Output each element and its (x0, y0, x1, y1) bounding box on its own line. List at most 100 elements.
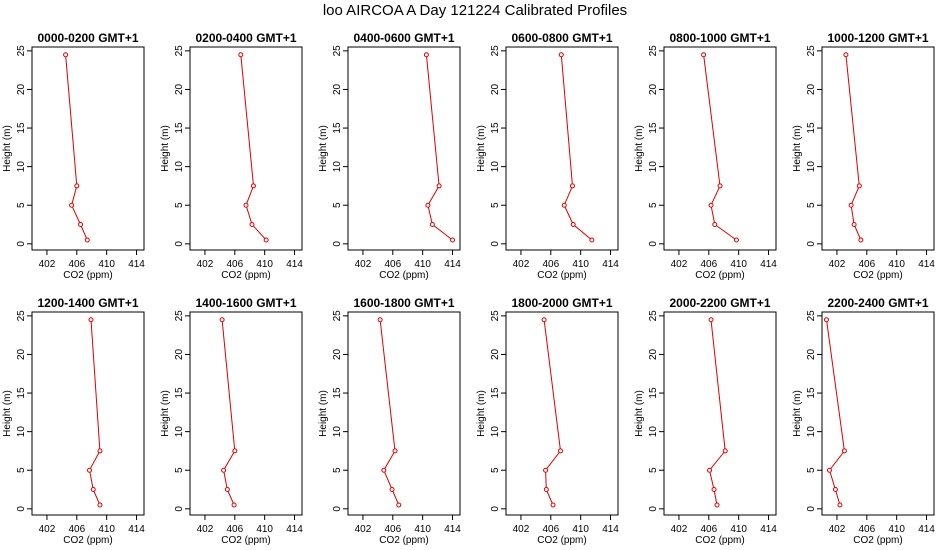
x-tick-label: 402 (829, 524, 846, 535)
y-tick-label: 20 (332, 83, 343, 95)
y-tick-label: 0 (16, 241, 27, 247)
data-point (832, 487, 838, 493)
x-axis-label: CO2 (ppm) (537, 535, 586, 546)
data-point (837, 502, 843, 508)
y-axis-label: Height (m) (476, 125, 487, 172)
y-tick-label: 25 (332, 45, 343, 57)
data-point (570, 222, 576, 228)
data-point (558, 448, 564, 454)
data-point (450, 237, 456, 243)
y-tick-label: 15 (332, 387, 343, 399)
y-tick-label: 0 (490, 506, 501, 512)
data-point (823, 317, 829, 323)
x-tick-label: 406 (68, 524, 85, 535)
data-point (436, 183, 442, 189)
profile-line (708, 319, 726, 506)
x-tick-label: 402 (355, 259, 372, 270)
x-tick-label: 414 (918, 259, 935, 270)
profile-line (703, 54, 737, 241)
x-tick-label: 402 (671, 259, 688, 270)
x-axis-label: CO2 (ppm) (695, 535, 744, 546)
y-tick-label: 10 (648, 426, 659, 438)
panel-title: 0400-0600 GMT+1 (353, 31, 454, 45)
y-tick-label: 20 (174, 83, 185, 95)
x-axis-label: CO2 (ppm) (221, 535, 270, 546)
x-axis-label: CO2 (ppm) (379, 535, 428, 546)
y-tick-label: 5 (490, 467, 501, 473)
data-point (543, 467, 549, 473)
y-tick-label: 25 (648, 45, 659, 57)
x-tick-label: 414 (286, 524, 303, 535)
data-point (558, 52, 564, 58)
y-tick-label: 25 (648, 310, 659, 322)
x-tick-label: 402 (513, 524, 530, 535)
y-tick-label: 10 (490, 161, 501, 173)
profile-line (425, 54, 453, 241)
x-tick-label: 406 (542, 259, 559, 270)
y-tick-label: 5 (16, 467, 27, 473)
panel-9: 1600-1800 GMT+1 402 406 410 414 0 5 10 15 20 25 CO2… (318, 296, 461, 546)
data-point (389, 487, 395, 493)
y-axis-label: Height (m) (792, 390, 803, 437)
profile-line (379, 319, 400, 506)
x-tick-label: 410 (98, 259, 115, 270)
data-point (722, 448, 728, 454)
profile-line (240, 54, 267, 241)
data-point (826, 467, 832, 473)
x-tick-label: 410 (572, 524, 589, 535)
x-axis-label: CO2 (ppm) (63, 270, 112, 281)
panel-title: 1800-2000 GMT+1 (511, 296, 612, 310)
x-tick-label: 406 (700, 524, 717, 535)
x-tick-label: 414 (760, 259, 777, 270)
y-tick-label: 10 (332, 161, 343, 173)
plot-frame (347, 311, 461, 516)
y-tick-label: 5 (490, 202, 501, 208)
x-tick-label: 414 (128, 524, 145, 535)
panel-2: 0200-0400 GMT+1 402 406 410 414 0 5 10 15 20 25 CO2… (160, 31, 303, 281)
y-tick-label: 15 (490, 122, 501, 134)
data-point (425, 202, 431, 208)
y-tick-label: 5 (806, 202, 817, 208)
data-point (569, 183, 575, 189)
data-point (589, 237, 595, 243)
data-point (541, 317, 547, 323)
panel-title: 0000-0200 GMT+1 (37, 31, 138, 45)
plot-frame (31, 311, 145, 516)
y-tick-label: 10 (174, 161, 185, 173)
plot-frame (821, 311, 935, 516)
x-tick-label: 410 (98, 524, 115, 535)
y-tick-label: 20 (332, 348, 343, 360)
data-point (392, 448, 398, 454)
panel-title: 0200-0400 GMT+1 (195, 31, 296, 45)
x-tick-label: 414 (602, 259, 619, 270)
y-tick-label: 10 (16, 161, 27, 173)
x-tick-label: 402 (355, 524, 372, 535)
x-tick-label: 406 (384, 524, 401, 535)
plot-frame (821, 46, 935, 251)
data-point (707, 467, 713, 473)
y-tick-label: 5 (806, 467, 817, 473)
y-tick-label: 10 (806, 161, 817, 173)
x-tick-label: 410 (888, 259, 905, 270)
panel-10: 1800-2000 GMT+1 402 406 410 414 0 5 10 15 20 25 CO2… (476, 296, 619, 546)
plot-frame (505, 46, 619, 251)
data-point (543, 487, 549, 493)
y-tick-label: 10 (332, 426, 343, 438)
profile-line (543, 319, 562, 506)
data-point (243, 202, 249, 208)
y-axis-label: Height (m) (476, 390, 487, 437)
data-point (712, 222, 718, 228)
data-point (221, 467, 227, 473)
panel-5: 0800-1000 GMT+1 402 406 410 414 0 5 10 15 20 25 CO2… (634, 31, 777, 281)
y-tick-label: 15 (174, 387, 185, 399)
y-tick-label: 5 (648, 202, 659, 208)
x-tick-label: 414 (760, 524, 777, 535)
y-tick-label: 20 (16, 83, 27, 95)
panel-8: 1400-1600 GMT+1 402 406 410 414 0 5 10 15 20 25 CO2… (160, 296, 303, 546)
y-tick-label: 25 (332, 310, 343, 322)
profile-line (845, 54, 862, 241)
y-tick-label: 20 (490, 83, 501, 95)
y-tick-label: 15 (16, 122, 27, 134)
profile-line (560, 54, 593, 241)
y-tick-label: 20 (174, 348, 185, 360)
